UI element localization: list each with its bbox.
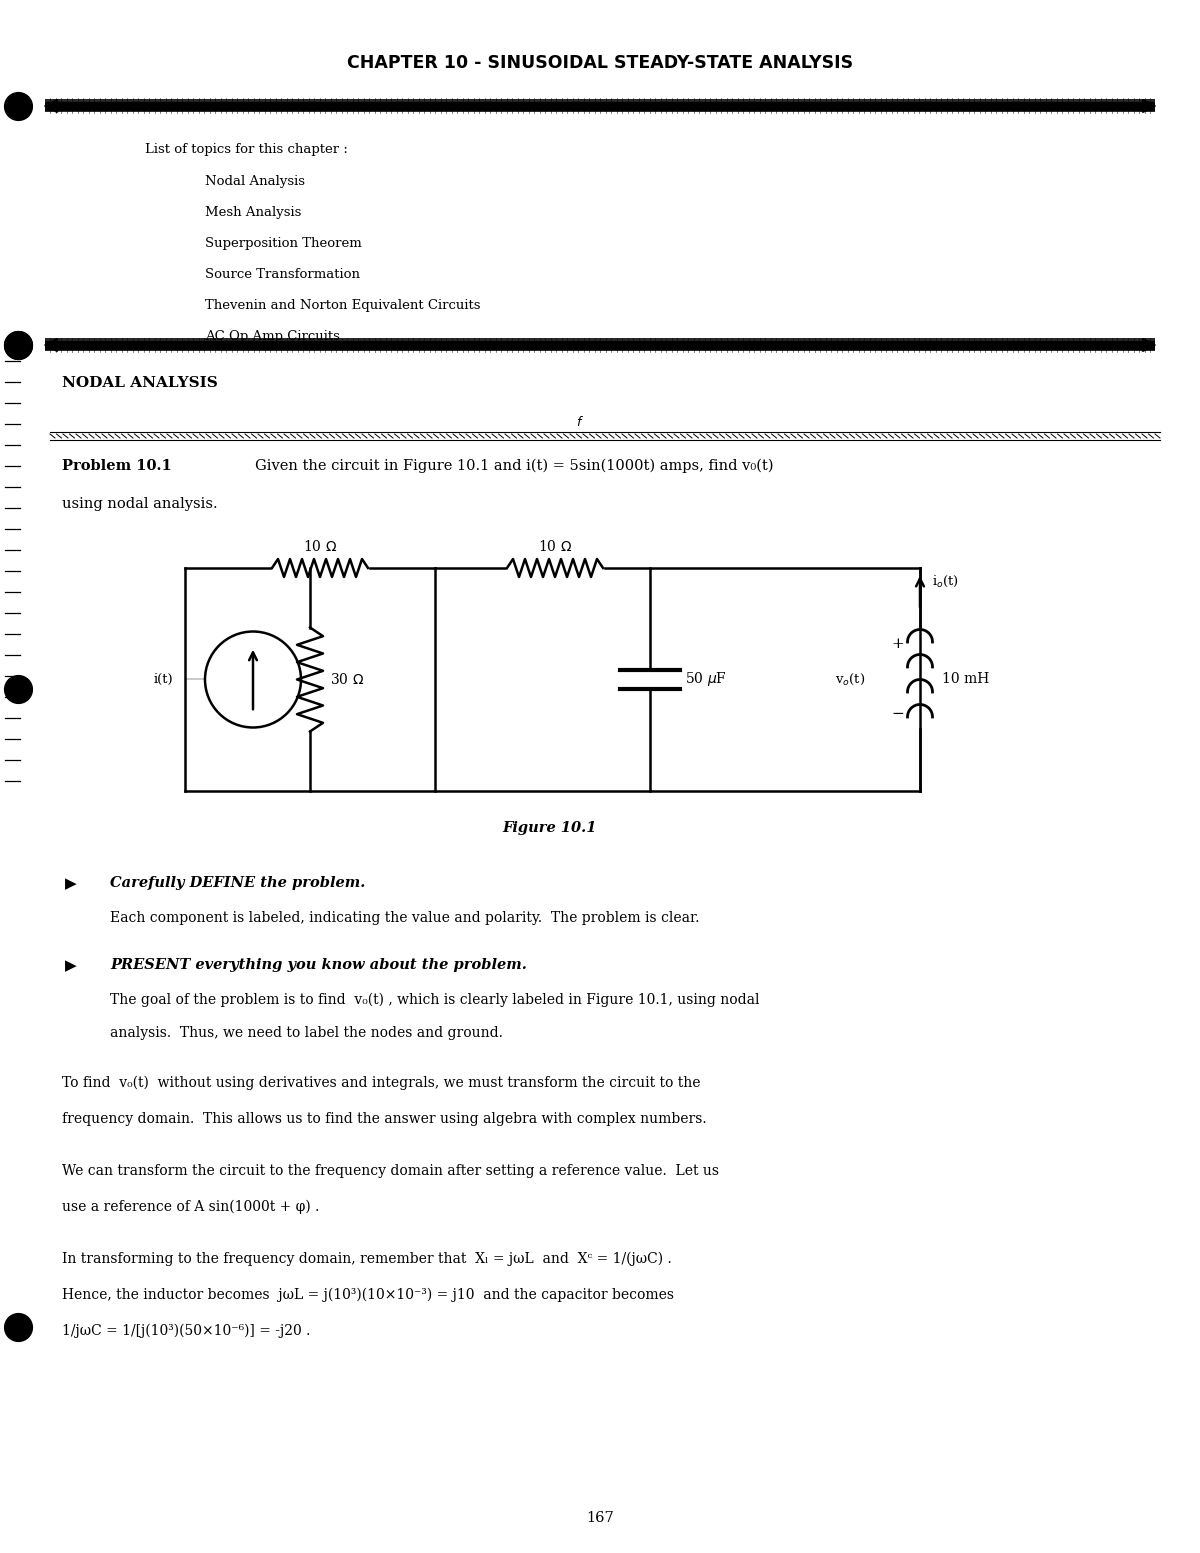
- Text: Each component is labeled, indicating the value and polarity.  The problem is cl: Each component is labeled, indicating th…: [110, 912, 700, 926]
- Text: Problem 10.1: Problem 10.1: [62, 460, 172, 474]
- Text: frequency domain.  This allows us to find the answer using algebra with complex : frequency domain. This allows us to find…: [62, 1112, 707, 1126]
- Text: 1/jωC = 1/[j(10³)(50×10⁻⁶)] = -j20 .: 1/jωC = 1/[j(10³)(50×10⁻⁶)] = -j20 .: [62, 1325, 311, 1339]
- Text: 10 $\Omega$: 10 $\Omega$: [302, 539, 337, 554]
- Text: +: +: [892, 637, 905, 652]
- Text: NODAL ANALYSIS: NODAL ANALYSIS: [62, 376, 217, 390]
- Text: i(t): i(t): [154, 672, 173, 686]
- Text: 30 $\Omega$: 30 $\Omega$: [330, 672, 364, 686]
- Text: $\it{f}$: $\it{f}$: [576, 415, 584, 429]
- Text: i$_o$(t): i$_o$(t): [932, 575, 959, 589]
- Text: 10 mH: 10 mH: [942, 672, 989, 686]
- Text: $\blacktriangleright$: $\blacktriangleright$: [62, 958, 79, 974]
- Text: using nodal analysis.: using nodal analysis.: [62, 497, 217, 511]
- Text: Superposition Theorem: Superposition Theorem: [205, 238, 361, 250]
- Text: We can transform the circuit to the frequency domain after setting a reference v: We can transform the circuit to the freq…: [62, 1165, 719, 1179]
- Text: List of topics for this chapter :: List of topics for this chapter :: [145, 143, 348, 155]
- Text: Given the circuit in Figure 10.1 and i(t) = 5sin(1000t) amps, find v₀(t): Given the circuit in Figure 10.1 and i(t…: [254, 460, 774, 474]
- Text: Hence, the inductor becomes  jωL = j(10³)(10×10⁻³) = j10  and the capacitor beco: Hence, the inductor becomes jωL = j(10³)…: [62, 1287, 674, 1303]
- Text: Figure 10.1: Figure 10.1: [503, 822, 598, 836]
- Text: The goal of the problem is to find  v₀(t) , which is clearly labeled in Figure 1: The goal of the problem is to find v₀(t)…: [110, 992, 760, 1008]
- Text: Source Transformation: Source Transformation: [205, 269, 360, 281]
- Text: In transforming to the frequency domain, remember that  Xₗ = jωL  and  Xᶜ = 1/(j: In transforming to the frequency domain,…: [62, 1252, 672, 1266]
- Text: PRESENT everything you know about the problem.: PRESENT everything you know about the pr…: [110, 958, 527, 972]
- Text: use a reference of A sin(1000t + φ) .: use a reference of A sin(1000t + φ) .: [62, 1200, 319, 1214]
- Text: 167: 167: [586, 1511, 614, 1525]
- Text: Carefully DEFINE the problem.: Carefully DEFINE the problem.: [110, 876, 365, 890]
- Text: analysis.  Thus, we need to label the nodes and ground.: analysis. Thus, we need to label the nod…: [110, 1027, 503, 1041]
- Text: Nodal Analysis: Nodal Analysis: [205, 175, 305, 188]
- Text: Thevenin and Norton Equivalent Circuits: Thevenin and Norton Equivalent Circuits: [205, 300, 480, 312]
- Text: CHAPTER 10 - SINUSOIDAL STEADY-STATE ANALYSIS: CHAPTER 10 - SINUSOIDAL STEADY-STATE ANA…: [347, 54, 853, 71]
- Text: To find  v₀(t)  without using derivatives and integrals, we must transform the c: To find v₀(t) without using derivatives …: [62, 1076, 701, 1090]
- Text: 50 $\mu$F: 50 $\mu$F: [685, 671, 727, 688]
- Text: v$_o$(t): v$_o$(t): [835, 672, 865, 686]
- Text: Mesh Analysis: Mesh Analysis: [205, 207, 301, 219]
- Text: −: −: [892, 708, 905, 722]
- Text: 10 $\Omega$: 10 $\Omega$: [538, 539, 572, 554]
- Text: AC Op Amp Circuits: AC Op Amp Circuits: [205, 329, 340, 343]
- Text: $\blacktriangleright$: $\blacktriangleright$: [62, 876, 79, 891]
